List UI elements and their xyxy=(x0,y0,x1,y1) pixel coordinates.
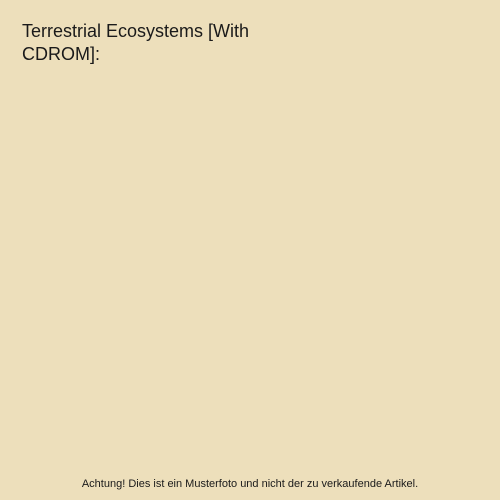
book-title: Terrestrial Ecosystems [With CDROM]: xyxy=(22,20,302,67)
disclaimer-text: Achtung! Dies ist ein Musterfoto und nic… xyxy=(0,478,500,490)
